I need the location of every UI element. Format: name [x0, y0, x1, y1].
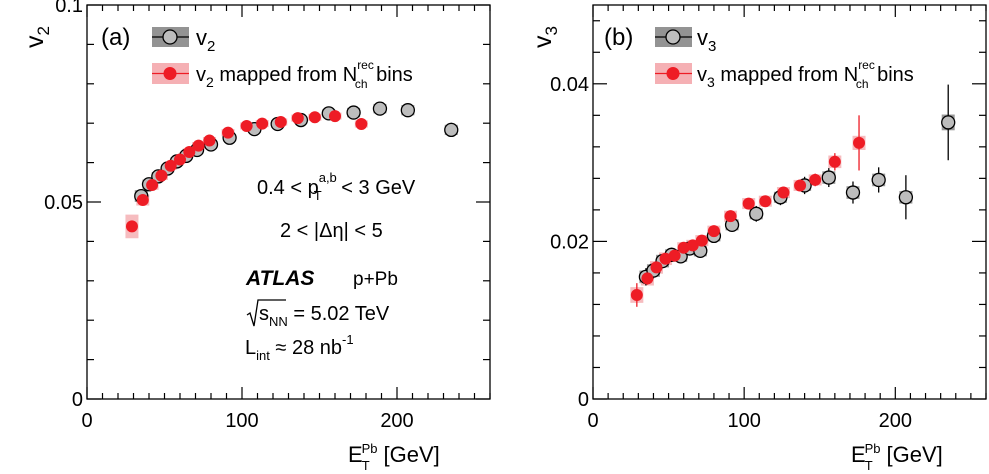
eta-range-annotation: 2 < |Δη| < 5: [280, 220, 383, 242]
panel-a-systematic-bands: [125, 103, 458, 239]
data-point-open: [871, 172, 886, 188]
data-point-filled: [174, 153, 186, 166]
data-point-open: [346, 105, 361, 120]
y-tick-label: 0: [578, 389, 589, 411]
data-point-filled: [659, 252, 672, 265]
data-point-filled: [192, 139, 205, 152]
data-point-filled: [777, 186, 790, 199]
data-point-filled: [125, 220, 138, 233]
x-tick-label: 200: [879, 410, 912, 432]
data-point-filled: [742, 197, 755, 210]
panel-b-x-axis-title: ETPb [GeV]: [851, 441, 943, 473]
data-point-open: [749, 206, 764, 221]
panel-a: 0 100 200 0 0.05 0.1 v2 ETPb [GeV] (a) v2 v2 …: [21, 0, 491, 473]
x-tick-label: 0: [81, 410, 92, 432]
panel-a-x-axis-title: ETPb [GeV]: [348, 441, 440, 473]
atlas-label: ATLAS: [245, 267, 314, 290]
panel-a-legend: v2 v2 mapped from Nrec ch bins: [152, 25, 413, 91]
panel-b: 0 100 200 0 0.02 0.04 v3 ETPb [GeV] (b) v3 v3…: [529, 4, 987, 473]
data-point-filled: [203, 134, 216, 147]
x-tick-label: 200: [380, 410, 413, 432]
data-point-filled: [707, 225, 720, 238]
panel-b-legend-v3-marker: [655, 27, 692, 47]
data-point-filled: [794, 179, 807, 192]
data-point-filled: [222, 126, 235, 139]
data-point-filled: [329, 110, 341, 123]
panel-b-y-ticks: 0 0.02 0.04: [550, 20, 986, 411]
data-point-filled: [677, 241, 690, 254]
panel-b-label: (b): [604, 24, 633, 51]
panel-b-markers: [630, 115, 956, 301]
panel-a-y-axis-title: v2: [21, 26, 53, 48]
data-point-filled: [183, 145, 196, 158]
data-point-open: [941, 115, 956, 130]
panel-a-label: (a): [101, 24, 130, 51]
data-point-open: [845, 185, 861, 200]
data-point-filled: [650, 261, 663, 274]
data-point-filled: [724, 210, 737, 223]
x-tick-label: 100: [225, 410, 258, 432]
panel-a-legend-mapped-label: v2 mapped from Nrec ch bins: [196, 58, 413, 91]
y-tick-label: 0.04: [550, 74, 589, 96]
data-point-filled: [164, 159, 177, 172]
panel-a-markers: [125, 101, 459, 233]
y-tick-label: 0.05: [44, 192, 83, 214]
data-point-filled: [274, 116, 287, 129]
panel-b-x-ticks: 0 100 200: [587, 5, 987, 432]
y-tick-label: 0.02: [550, 231, 589, 253]
data-point-filled: [240, 119, 253, 132]
data-point-filled: [759, 195, 772, 208]
y-tick-label: 0.1: [55, 0, 83, 17]
data-point-filled: [809, 173, 822, 186]
data-point-filled: [355, 117, 368, 130]
data-point-open: [372, 101, 388, 116]
panel-a-y-ticks: 0 0.05 0.1: [44, 0, 490, 411]
data-point-filled: [308, 111, 321, 124]
panel-b-legend-mapped-marker: [655, 63, 692, 84]
panel-a-legend-v2-marker: [152, 27, 189, 47]
data-point-filled: [828, 155, 841, 168]
x-tick-label: 100: [727, 410, 760, 432]
data-point-filled: [291, 112, 304, 125]
panel-b-legend-v3-label: v3: [697, 25, 716, 55]
energy-annotation: sNN = 5.02 TeV: [246, 299, 390, 329]
panel-a-legend-v2-label: v2: [196, 25, 215, 55]
data-point-open: [898, 190, 914, 205]
panel-b-legend: v3 v3 mapped from Nrec ch bins: [655, 25, 914, 91]
data-point-filled: [686, 239, 699, 252]
panel-b-legend-mapped-label: v3 mapped from Nrec ch bins: [697, 58, 914, 91]
panel-a-legend-mapped-marker: [152, 63, 189, 84]
data-point-filled: [146, 179, 159, 192]
sqrt-sign: [246, 299, 286, 327]
collision-system-label: p+Pb: [353, 269, 398, 290]
data-point-filled: [695, 234, 708, 247]
y-tick-label: 0: [72, 389, 83, 411]
data-point-open: [400, 103, 416, 118]
x-tick-label: 0: [587, 410, 598, 432]
panel-b-y-axis-title: v3: [529, 26, 561, 48]
data-point-filled: [136, 194, 149, 207]
data-point-filled: [630, 288, 643, 301]
data-point-filled: [853, 136, 866, 149]
pt-range-annotation: 0.4 < pa,b T < 3 GeV: [257, 170, 416, 203]
data-point-filled: [641, 272, 654, 285]
data-point-open: [821, 170, 836, 185]
luminosity-annotation: Lint ≈ 28 nb-1: [245, 332, 354, 363]
energy-text: sNN = 5.02 TeV: [259, 303, 390, 329]
data-point-filled: [256, 117, 269, 130]
data-point-open: [444, 122, 459, 138]
data-point-filled: [668, 249, 681, 262]
panel-a-x-ticks: 0 100 200: [81, 5, 491, 432]
data-point-filled: [155, 169, 168, 182]
